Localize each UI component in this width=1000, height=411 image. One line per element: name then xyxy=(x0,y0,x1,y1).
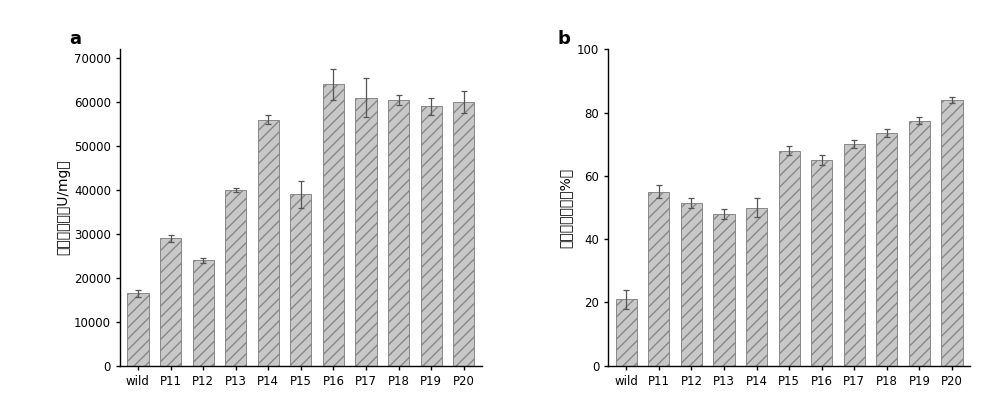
Bar xyxy=(746,208,767,366)
Bar xyxy=(193,260,214,366)
Bar xyxy=(453,102,474,366)
Bar xyxy=(779,150,800,366)
Bar xyxy=(941,100,963,366)
Bar xyxy=(290,194,311,366)
Bar xyxy=(388,100,409,366)
Bar xyxy=(225,190,246,366)
Bar xyxy=(844,144,865,366)
Bar xyxy=(909,120,930,366)
Bar xyxy=(681,203,702,366)
Bar xyxy=(876,133,897,366)
Bar xyxy=(648,192,669,366)
Bar xyxy=(713,214,735,366)
Bar xyxy=(355,98,377,366)
Bar xyxy=(160,238,181,366)
Bar xyxy=(127,293,149,366)
Y-axis label: 初始比活力（U/mg）: 初始比活力（U/mg） xyxy=(56,160,70,255)
Bar xyxy=(616,299,637,366)
Bar xyxy=(258,120,279,366)
Text: b: b xyxy=(558,30,571,48)
Bar xyxy=(811,160,832,366)
Bar xyxy=(323,85,344,366)
Y-axis label: 酶活力残留率（%）: 酶活力残留率（%） xyxy=(559,168,573,247)
Bar xyxy=(421,106,442,366)
Text: a: a xyxy=(69,30,81,48)
